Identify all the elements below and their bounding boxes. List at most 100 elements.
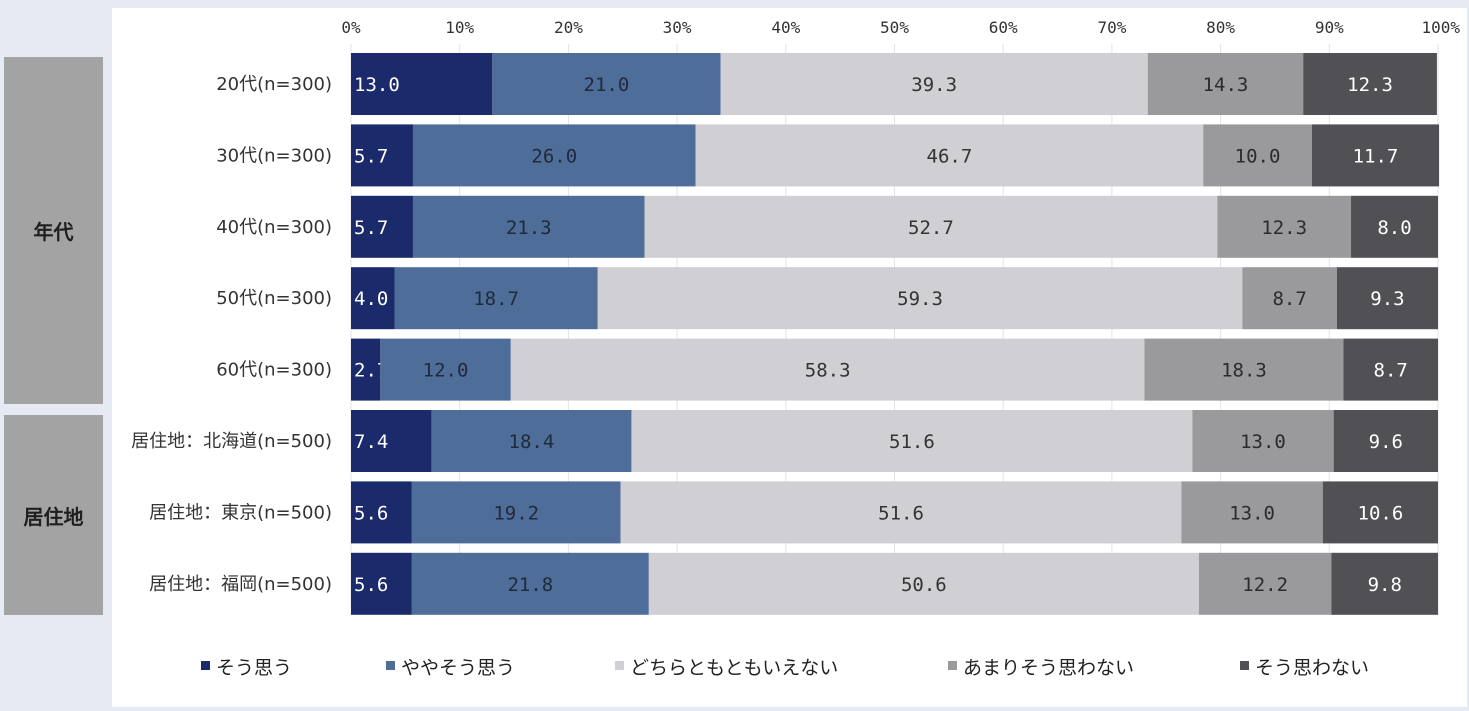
bar-segment	[631, 410, 1193, 472]
legend-label: どちらともともいえない	[630, 657, 838, 679]
data-label: 18.4	[509, 431, 555, 453]
row-label: 30代(n=300)	[216, 145, 332, 166]
x-tick-label: 100%	[1421, 18, 1460, 37]
data-label: 5.6	[354, 502, 388, 524]
data-label: 50.6	[901, 574, 947, 596]
x-tick-label: 10%	[445, 18, 474, 37]
data-label: 18.3	[1221, 360, 1267, 382]
data-label: 21.8	[507, 574, 553, 596]
bar-segment	[1217, 195, 1352, 258]
row-label: 50代(n=300)	[216, 288, 332, 309]
bar-segment	[351, 124, 413, 187]
data-label: 12.3	[1347, 74, 1393, 96]
bar-segment	[720, 53, 1148, 115]
data-label: 5.7	[354, 145, 388, 167]
legend-label: そう思わない	[1255, 657, 1369, 679]
data-label: 13.0	[1229, 502, 1275, 524]
data-label: 26.0	[531, 145, 577, 167]
legend: そう思う ややそう思う どちらともともいえない あまりそう思わない そう思わない	[201, 657, 1369, 679]
bar-segment	[411, 552, 649, 615]
bar-segment	[648, 552, 1199, 615]
data-label: 8.7	[1272, 288, 1306, 310]
data-label: 59.3	[897, 288, 943, 310]
data-label: 51.6	[878, 502, 924, 524]
legend-label: ややそう思う	[401, 657, 515, 679]
data-label: 18.7	[473, 288, 519, 310]
data-label: 19.2	[493, 502, 539, 524]
data-label: 12.0	[423, 360, 469, 382]
bar-segment	[412, 124, 696, 187]
data-label: 13.0	[354, 74, 400, 96]
legend-swatch	[615, 661, 624, 670]
legend-swatch	[201, 661, 210, 670]
x-tick-label: 70%	[1097, 18, 1126, 37]
row-labels: 20代(n=300) 30代(n=300) 40代(n=300) 50代(n=300)…	[131, 74, 332, 595]
bar-segment	[351, 195, 413, 258]
data-label: 4.0	[354, 288, 388, 310]
data-label: 58.3	[805, 360, 851, 382]
x-tick-label: 90%	[1315, 18, 1344, 37]
bar-segment	[510, 338, 1145, 401]
bar-segment	[1331, 552, 1438, 615]
x-tick-label: 50%	[880, 18, 909, 37]
bar-segment	[351, 481, 412, 544]
bar-segment	[1144, 338, 1344, 401]
data-label: 8.7	[1374, 360, 1408, 382]
bar-segment	[412, 195, 645, 258]
group-label-residence: 居住地	[4, 415, 103, 615]
bar-segment	[1303, 53, 1437, 115]
data-label: 39.3	[911, 74, 957, 96]
bar-segment	[1311, 124, 1440, 187]
bar-segment	[351, 552, 412, 615]
data-label: 13.0	[1240, 431, 1286, 453]
x-tick-label: 0%	[341, 18, 361, 37]
bar-segment	[394, 267, 598, 330]
x-tick-label: 60%	[989, 18, 1018, 37]
bars: 13.0 21.0 39.3 14.3 12.3 5.7 26.0 46.7 10.0 11.7 5…	[351, 53, 1440, 615]
data-label: 12.2	[1242, 574, 1288, 596]
data-label: 7.4	[354, 431, 388, 453]
group-label-age: 年代	[4, 57, 103, 404]
bar-segment	[1333, 410, 1438, 472]
data-label: 2.7	[354, 360, 388, 382]
row-label: 居住地：北海道(n=500)	[131, 431, 332, 452]
row-label: 60代(n=300)	[216, 360, 332, 381]
bar-segment	[620, 481, 1182, 544]
bar-segment	[1203, 124, 1312, 187]
bar-segment	[1147, 53, 1304, 115]
data-label: 10.0	[1235, 145, 1281, 167]
x-axis-ticks: 0% 10% 20% 30% 40% 50% 60% 70% 80% 90% 100%	[341, 18, 1460, 37]
bar-segment	[351, 410, 432, 472]
row-label: 20代(n=300)	[216, 74, 332, 95]
bar-segment	[597, 267, 1243, 330]
data-label: 52.7	[908, 217, 954, 239]
bar-segment	[411, 481, 621, 544]
bar-segment	[351, 267, 395, 330]
data-label: 46.7	[927, 145, 973, 167]
data-label: 14.3	[1203, 74, 1249, 96]
x-tick-label: 40%	[771, 18, 800, 37]
data-label: 12.3	[1261, 217, 1307, 239]
x-tick-label: 30%	[663, 18, 692, 37]
bar-segment	[380, 338, 511, 401]
bar-segment	[1351, 195, 1438, 258]
data-label: 9.3	[1370, 288, 1404, 310]
bar-segment	[351, 338, 381, 401]
bar-segment	[351, 53, 493, 115]
bar-segment	[1336, 267, 1438, 330]
bar-segment	[1242, 267, 1337, 330]
group-label-residence-text: 居住地	[23, 504, 84, 529]
legend-swatch	[948, 661, 957, 670]
data-label: 5.6	[354, 574, 388, 596]
row-label: 居住地：東京(n=500)	[149, 502, 332, 523]
bar-segment	[1343, 338, 1438, 401]
group-label-age-text: 年代	[33, 220, 74, 244]
legend-label: そう思う	[216, 657, 292, 679]
bar-segment	[644, 195, 1218, 258]
data-label: 8.0	[1377, 217, 1411, 239]
bar-segment	[1322, 481, 1438, 544]
data-label: 21.0	[584, 74, 630, 96]
row-label: 居住地：福岡(n=500)	[149, 574, 332, 595]
data-label: 11.7	[1353, 145, 1399, 167]
